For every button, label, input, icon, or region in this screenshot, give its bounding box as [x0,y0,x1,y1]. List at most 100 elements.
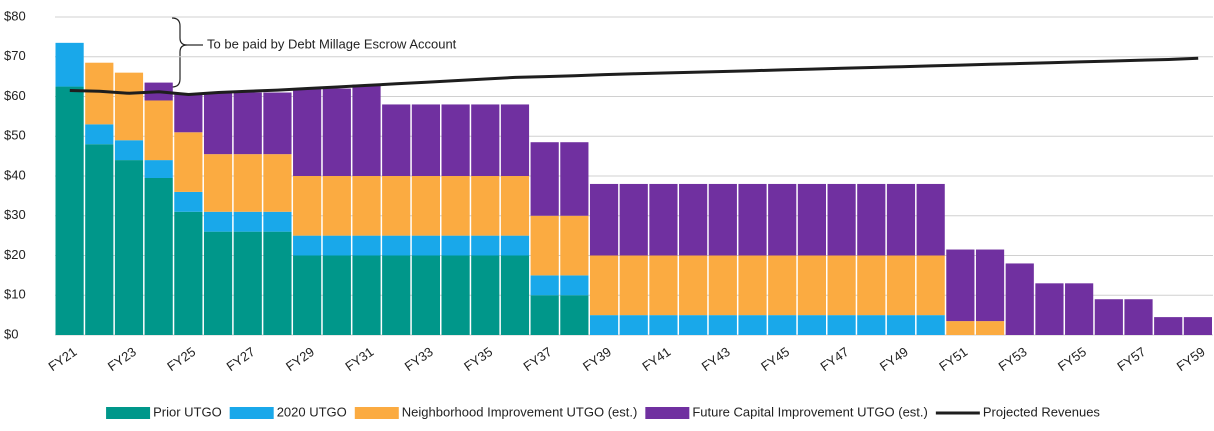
bar-segment [619,315,648,335]
bar-segment [352,235,381,256]
bar-segment [857,315,886,335]
bar-segment [382,176,411,236]
bar-segment [233,231,262,335]
bar-segment [471,255,500,335]
bar-segment [530,295,559,335]
bar-segment [471,104,500,176]
bar-segment [322,88,351,176]
bar-segment [679,255,708,316]
bar-segment [1005,263,1034,335]
x-tick-label: FY55 [1055,344,1089,374]
bar-segment [203,154,233,212]
bar-segment [293,88,322,176]
bar-segment [1035,283,1064,335]
bar-segment [1094,299,1123,335]
bar-segment [203,211,233,232]
bar-segment [411,104,440,176]
x-tick-label: FY25 [164,344,198,374]
y-tick-label: $30 [4,207,26,222]
bar-segment [827,315,856,335]
bar-segment [114,140,144,161]
legend-label: Neighborhood Improvement UTGO (est.) [402,404,638,419]
bar-segment [471,235,500,256]
bar-segment [293,235,322,256]
bar-segment [560,275,589,296]
x-tick-label: FY33 [402,344,436,374]
x-tick-label: FY35 [461,344,495,374]
bar-segment [738,255,767,316]
legend: Prior UTGO 2020 UTGO Neighborhood Improvem… [106,404,1100,419]
y-tick-label: $20 [4,247,26,262]
lines [69,56,1199,97]
bar-segment [1154,317,1183,335]
x-tick-label: FY57 [1114,344,1148,374]
bar-segment [144,177,173,335]
bar-segment [649,255,678,316]
bar-segment [203,231,233,335]
bar-segment [708,183,737,256]
bar-segment [1124,299,1153,335]
annotation-brace [171,17,188,88]
bar-segment [738,315,767,335]
bar-segment [530,275,559,296]
x-tick-label: FY39 [580,344,614,374]
x-tick-label: FY23 [105,344,139,374]
y-tick-label: $60 [4,88,26,103]
bar-segment [293,176,322,236]
bar-segment [827,183,856,256]
bar-segment [530,142,559,216]
bar-segment [352,84,381,176]
x-tick-label: FY31 [342,344,376,374]
bar-segment [679,315,708,335]
x-tick-label: FY47 [817,344,851,374]
bar-segment [619,255,648,316]
bar-segment [382,104,411,176]
bar-segment [827,255,856,316]
x-tick-label: FY51 [936,344,970,374]
bar-segment [619,183,648,256]
y-tick-label: $80 [4,8,26,23]
bar-segment [55,86,84,335]
bar-segment [500,104,530,176]
bar-segment [471,176,500,236]
bar-segment [916,183,945,256]
bar-segment [560,142,589,216]
bar-segment [708,315,737,335]
bar-segment [679,183,708,256]
bar-segment [946,249,975,322]
bar-segment [85,144,114,335]
bar-segment [975,321,1005,335]
bar-segment [530,215,559,276]
y-tick-label: $40 [4,167,26,182]
bar-segment [946,321,975,335]
bar-segment [144,160,173,178]
legend-swatch [645,407,690,419]
bar-segment [322,176,351,236]
y-tick-label: $0 [4,326,18,341]
bar-segment [649,315,678,335]
bar-segment [589,315,619,335]
x-tick-label: FY59 [1174,344,1208,374]
bar-segment [1065,283,1094,335]
bar-segment [263,92,292,155]
bar-segment [975,249,1005,322]
x-tick-label: FY53 [996,344,1030,374]
bar-segment [441,255,470,335]
bars [55,42,1212,335]
bar-segment [322,255,351,335]
bar-segment [916,315,945,335]
legend-label: Future Capital Improvement UTGO (est.) [692,404,928,419]
x-tick-label: FY43 [699,344,733,374]
bar-segment [263,211,292,232]
bar-segment [114,72,144,141]
bar-segment [708,255,737,316]
bar-segment [55,42,84,87]
x-tick-label: FY37 [521,344,555,374]
x-tick-label: FY21 [45,344,79,374]
legend-swatch [106,407,151,419]
bar-segment [233,92,262,155]
bar-segment [174,94,203,133]
bar-segment [797,255,826,316]
legend-swatch [354,407,399,419]
x-tick-label: FY29 [283,344,317,374]
